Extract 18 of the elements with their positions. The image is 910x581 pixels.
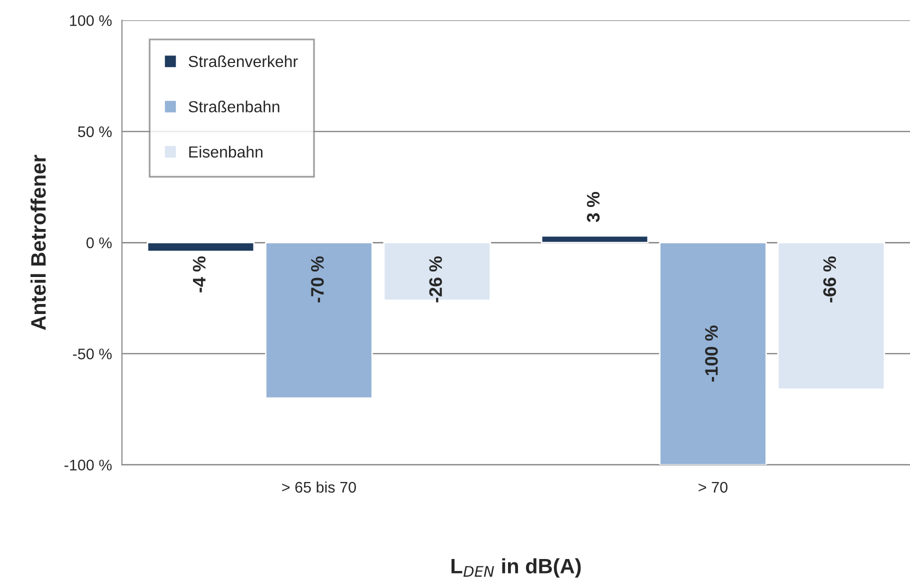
y-tick-label: -50 %	[72, 348, 112, 360]
data-label: -66 %	[823, 256, 836, 302]
y-tick-label: 0 %	[86, 237, 112, 248]
legend-label: Eisenbahn	[189, 146, 262, 158]
x-tick-label: > 70	[698, 482, 728, 493]
y-axis-title: Anteil Betroffener	[30, 154, 46, 330]
x-tick-label: > 65 bis 70	[282, 481, 356, 493]
legend-label: Straßenbahn	[188, 100, 280, 112]
data-label: 3 %	[586, 192, 600, 222]
y-tick-label: 100 %	[70, 15, 112, 26]
data-label: -4 %	[192, 256, 206, 292]
y-tick-label: 50 %	[78, 126, 112, 138]
data-label: -70 %	[311, 256, 324, 302]
data-label: -100 %	[705, 326, 718, 382]
y-tick-label: -100 %	[64, 460, 112, 470]
data-label: -26 %	[429, 256, 442, 302]
legend-label: Straßenverkehr	[188, 55, 298, 68]
x-axis-title: L$_{DEN}$ in dB(A)	[452, 558, 581, 578]
